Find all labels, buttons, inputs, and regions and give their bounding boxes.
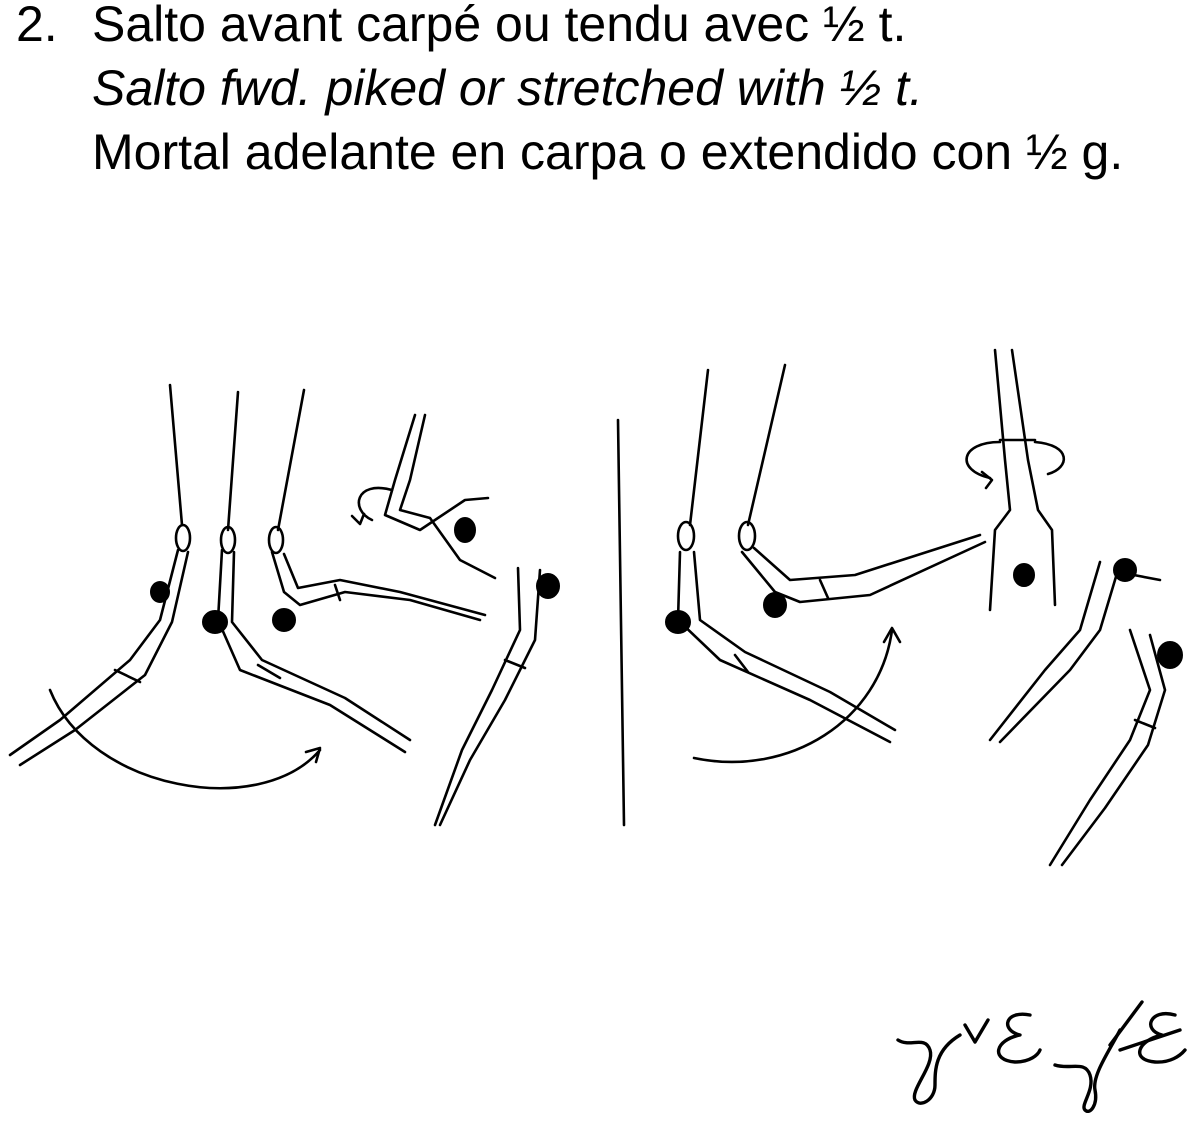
swing-arc-arrow-right <box>692 628 894 764</box>
twist-arrow-right-b <box>1033 440 1065 476</box>
gymnast-3-head <box>272 608 296 632</box>
ring-2 <box>219 525 237 555</box>
gymnast-1-outline-a <box>8 548 180 757</box>
notation-stroke-3 <box>996 1012 1042 1064</box>
gymnast-10-outline-a <box>1048 628 1152 867</box>
gymnast-descent-right-2 <box>1048 628 1183 867</box>
gymnast-7-outline-a <box>740 540 987 604</box>
panel-divider <box>616 418 626 827</box>
notation-stroke-5 <box>1108 1000 1144 1047</box>
gymnast-9-outline-b <box>998 568 1120 744</box>
left-panel-piked <box>8 383 560 827</box>
twist-arrow-right-head <box>980 470 994 490</box>
notation-svg <box>896 1000 1187 1113</box>
twist-arrow-right-a <box>965 440 1002 480</box>
gymnast-6-outline-b <box>692 550 897 732</box>
gymnast-2-head <box>202 610 228 634</box>
gymnast-7-outline-b <box>752 533 982 582</box>
gymnast-5-outline-b <box>438 568 542 827</box>
notation-stroke-6 <box>1138 1011 1187 1064</box>
gymnast-10-outline-b <box>1060 633 1167 867</box>
gymnast-3-outline-b <box>282 552 487 617</box>
ring-4 <box>676 520 696 552</box>
gymnast-swing-1 <box>8 548 190 767</box>
notation-stroke-7 <box>1118 1028 1182 1052</box>
gymnast-6-waist <box>733 653 750 674</box>
swing-arc-arrowhead-left <box>304 746 322 764</box>
right-panel-stretched <box>665 348 1183 867</box>
swing-arc-arrowhead-right <box>882 626 902 644</box>
gymnast-4-head <box>454 517 476 543</box>
gymnast-swing-2 <box>202 548 412 754</box>
notation-stroke-4 <box>1053 1028 1122 1113</box>
ring-1 <box>174 523 192 553</box>
gymnast-10-waist <box>1133 718 1157 730</box>
gymnast-4-outline-b <box>398 413 497 580</box>
rope-3 <box>276 388 306 532</box>
gymnast-2-waist <box>256 663 282 680</box>
notation-stroke-1 <box>896 1033 962 1105</box>
gymnast-swing-4 <box>665 550 897 744</box>
ring-5 <box>737 520 757 552</box>
gymnast-8-outline-b <box>1010 348 1057 607</box>
gymnast-swing-3 <box>270 550 487 632</box>
element-name-french: Salto avant carpé ou tendu avec ½ t. <box>92 0 907 52</box>
gymnast-5-head <box>536 573 560 599</box>
element-name-spanish: Mortal adelante en carpa o extendido con… <box>92 124 1124 180</box>
gymnast-swing-5 <box>740 533 987 618</box>
gymnast-9-head <box>1113 558 1137 582</box>
gymnast-3-outline-a <box>270 550 482 622</box>
gymnast-7-waist <box>818 578 830 600</box>
gymnast-6-head <box>665 610 691 634</box>
gymnast-5-outline-a <box>433 566 522 827</box>
gymnast-3-waist <box>333 583 342 602</box>
rope-1 <box>168 383 184 527</box>
gymnast-9-arm <box>1116 570 1162 582</box>
rope-5 <box>746 363 787 527</box>
gymnast-1-waist <box>113 668 142 684</box>
gymnast-10-head <box>1157 641 1183 669</box>
gymnast-8-head <box>1013 563 1035 587</box>
gymnast-salto-air <box>350 413 497 580</box>
skill-illustration <box>0 330 1198 890</box>
gymnast-1-head <box>150 581 170 603</box>
gymnast-4-outline-a <box>383 413 490 532</box>
rope-2 <box>226 390 240 532</box>
rope-4 <box>688 368 710 527</box>
gymnast-7-head <box>763 592 787 618</box>
gymnast-2-outline-b <box>230 550 412 742</box>
handwritten-notation-symbol <box>880 990 1198 1118</box>
gymnast-8-outline-a <box>988 348 1012 612</box>
gymnast-6-outline-a <box>676 550 892 744</box>
element-number: 2. <box>16 0 58 52</box>
gymnast-2-outline-a <box>216 548 407 754</box>
gymnast-5-waist <box>503 658 527 670</box>
element-name-english: Salto fwd. piked or stretched with ½ t. <box>92 60 923 116</box>
ring-3 <box>267 525 285 555</box>
gymnast-descent-right-1 <box>988 558 1162 744</box>
twist-arrow-left-head <box>350 512 366 526</box>
gymnast-inverted-turn <box>965 348 1065 612</box>
gymnast-1-outline-b <box>18 550 190 767</box>
twist-arrow-left <box>357 486 394 522</box>
notation-stroke-2 <box>963 1018 990 1044</box>
illustration-svg <box>8 348 1183 867</box>
swing-arc-arrow-left <box>48 688 322 790</box>
gymnast-9-outline-a <box>988 560 1102 742</box>
gymnast-descent-left <box>433 566 560 827</box>
